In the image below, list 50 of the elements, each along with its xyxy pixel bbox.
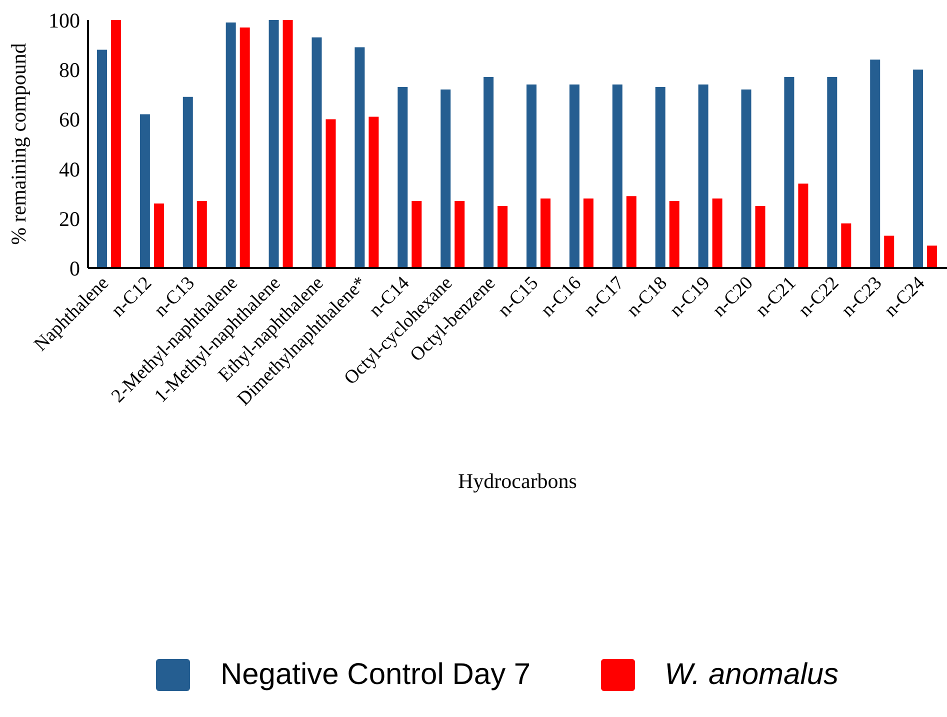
y-axis-title: % remaining compound: [6, 42, 30, 245]
bar: [440, 89, 451, 268]
y-tick-label: 100: [48, 8, 80, 32]
bar: [498, 206, 508, 268]
bar: [368, 116, 379, 268]
bar: [612, 84, 622, 268]
bar: [454, 201, 465, 268]
bar: [111, 20, 121, 268]
bar: [569, 84, 580, 268]
bar: [841, 223, 852, 268]
y-tick-label: 60: [59, 108, 80, 132]
bar: [927, 246, 938, 268]
bar: [354, 47, 365, 268]
bar: [741, 89, 752, 268]
bar: [226, 22, 236, 268]
bar: [798, 184, 808, 268]
bar: [698, 84, 708, 268]
bar: [669, 201, 680, 268]
bar: [240, 27, 250, 268]
bar: [484, 77, 494, 268]
bar: [755, 206, 766, 268]
bar: [398, 86, 408, 268]
bar: [884, 236, 894, 268]
bar: [196, 201, 207, 268]
bar: [312, 37, 322, 268]
bar: [626, 196, 636, 268]
bar: [326, 119, 336, 268]
bar: [282, 20, 293, 268]
bar: [182, 96, 193, 268]
y-tick-label: 80: [59, 58, 80, 82]
bar: [97, 50, 107, 268]
bar: [583, 198, 594, 268]
bar: [827, 77, 838, 268]
bar: [526, 84, 536, 268]
bar: [140, 114, 150, 268]
legend-label: Negative Control Day 7: [220, 658, 531, 692]
y-tick-label: 0: [70, 256, 80, 280]
bar: [870, 60, 880, 268]
bar: [655, 86, 666, 268]
y-tick-label: 20: [59, 206, 80, 231]
bar: [412, 201, 422, 268]
y-tick-label: 40: [59, 157, 80, 182]
x-axis-title: Hydrocarbons: [458, 469, 577, 493]
bar: [268, 20, 279, 268]
bar: [154, 204, 164, 268]
bar: [712, 198, 722, 268]
bar: [784, 77, 794, 268]
bar: [540, 198, 550, 268]
bar: [913, 70, 924, 268]
legend-label: W. anomalus: [664, 658, 839, 692]
